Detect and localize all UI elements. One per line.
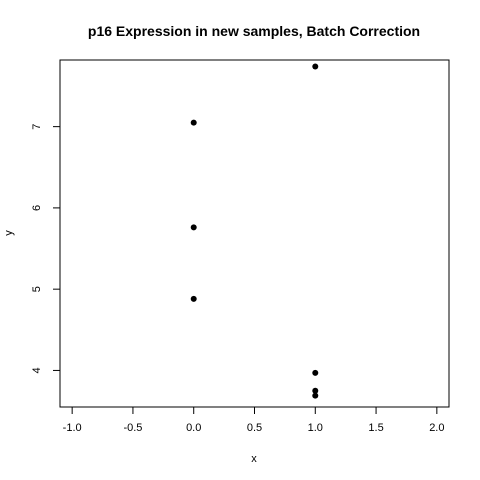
x-tick-label: 1.0 [308,422,323,434]
plot-frame [59,59,450,408]
data-point [190,119,197,126]
y-axis: 4 5 6 7 [31,124,60,373]
chart-title: p16 Expression in new samples, Batch Cor… [88,23,420,39]
y-tick-label: 7 [31,124,43,130]
data-point [312,387,319,394]
data-point [190,295,197,302]
x-tick-label: -1.0 [63,422,82,434]
x-axis-label: x [251,453,257,465]
x-tick-label: -0.5 [123,422,142,434]
data-point [190,224,197,231]
y-tick-label: 5 [31,286,43,292]
x-axis: -1.0 -0.5 0.0 0.5 1.0 1.5 2.0 [63,407,444,434]
x-tick-label: 0.0 [186,422,201,434]
data-point [312,369,319,376]
data-point [312,392,319,399]
data-points [190,63,319,399]
data-point [312,63,319,70]
x-tick-label: 2.0 [429,422,444,434]
y-tick-label: 6 [31,205,43,211]
y-axis-label: y [3,230,15,236]
x-tick-label: 0.5 [247,422,262,434]
x-tick-label: 1.5 [368,422,383,434]
y-tick-label: 4 [31,367,43,373]
